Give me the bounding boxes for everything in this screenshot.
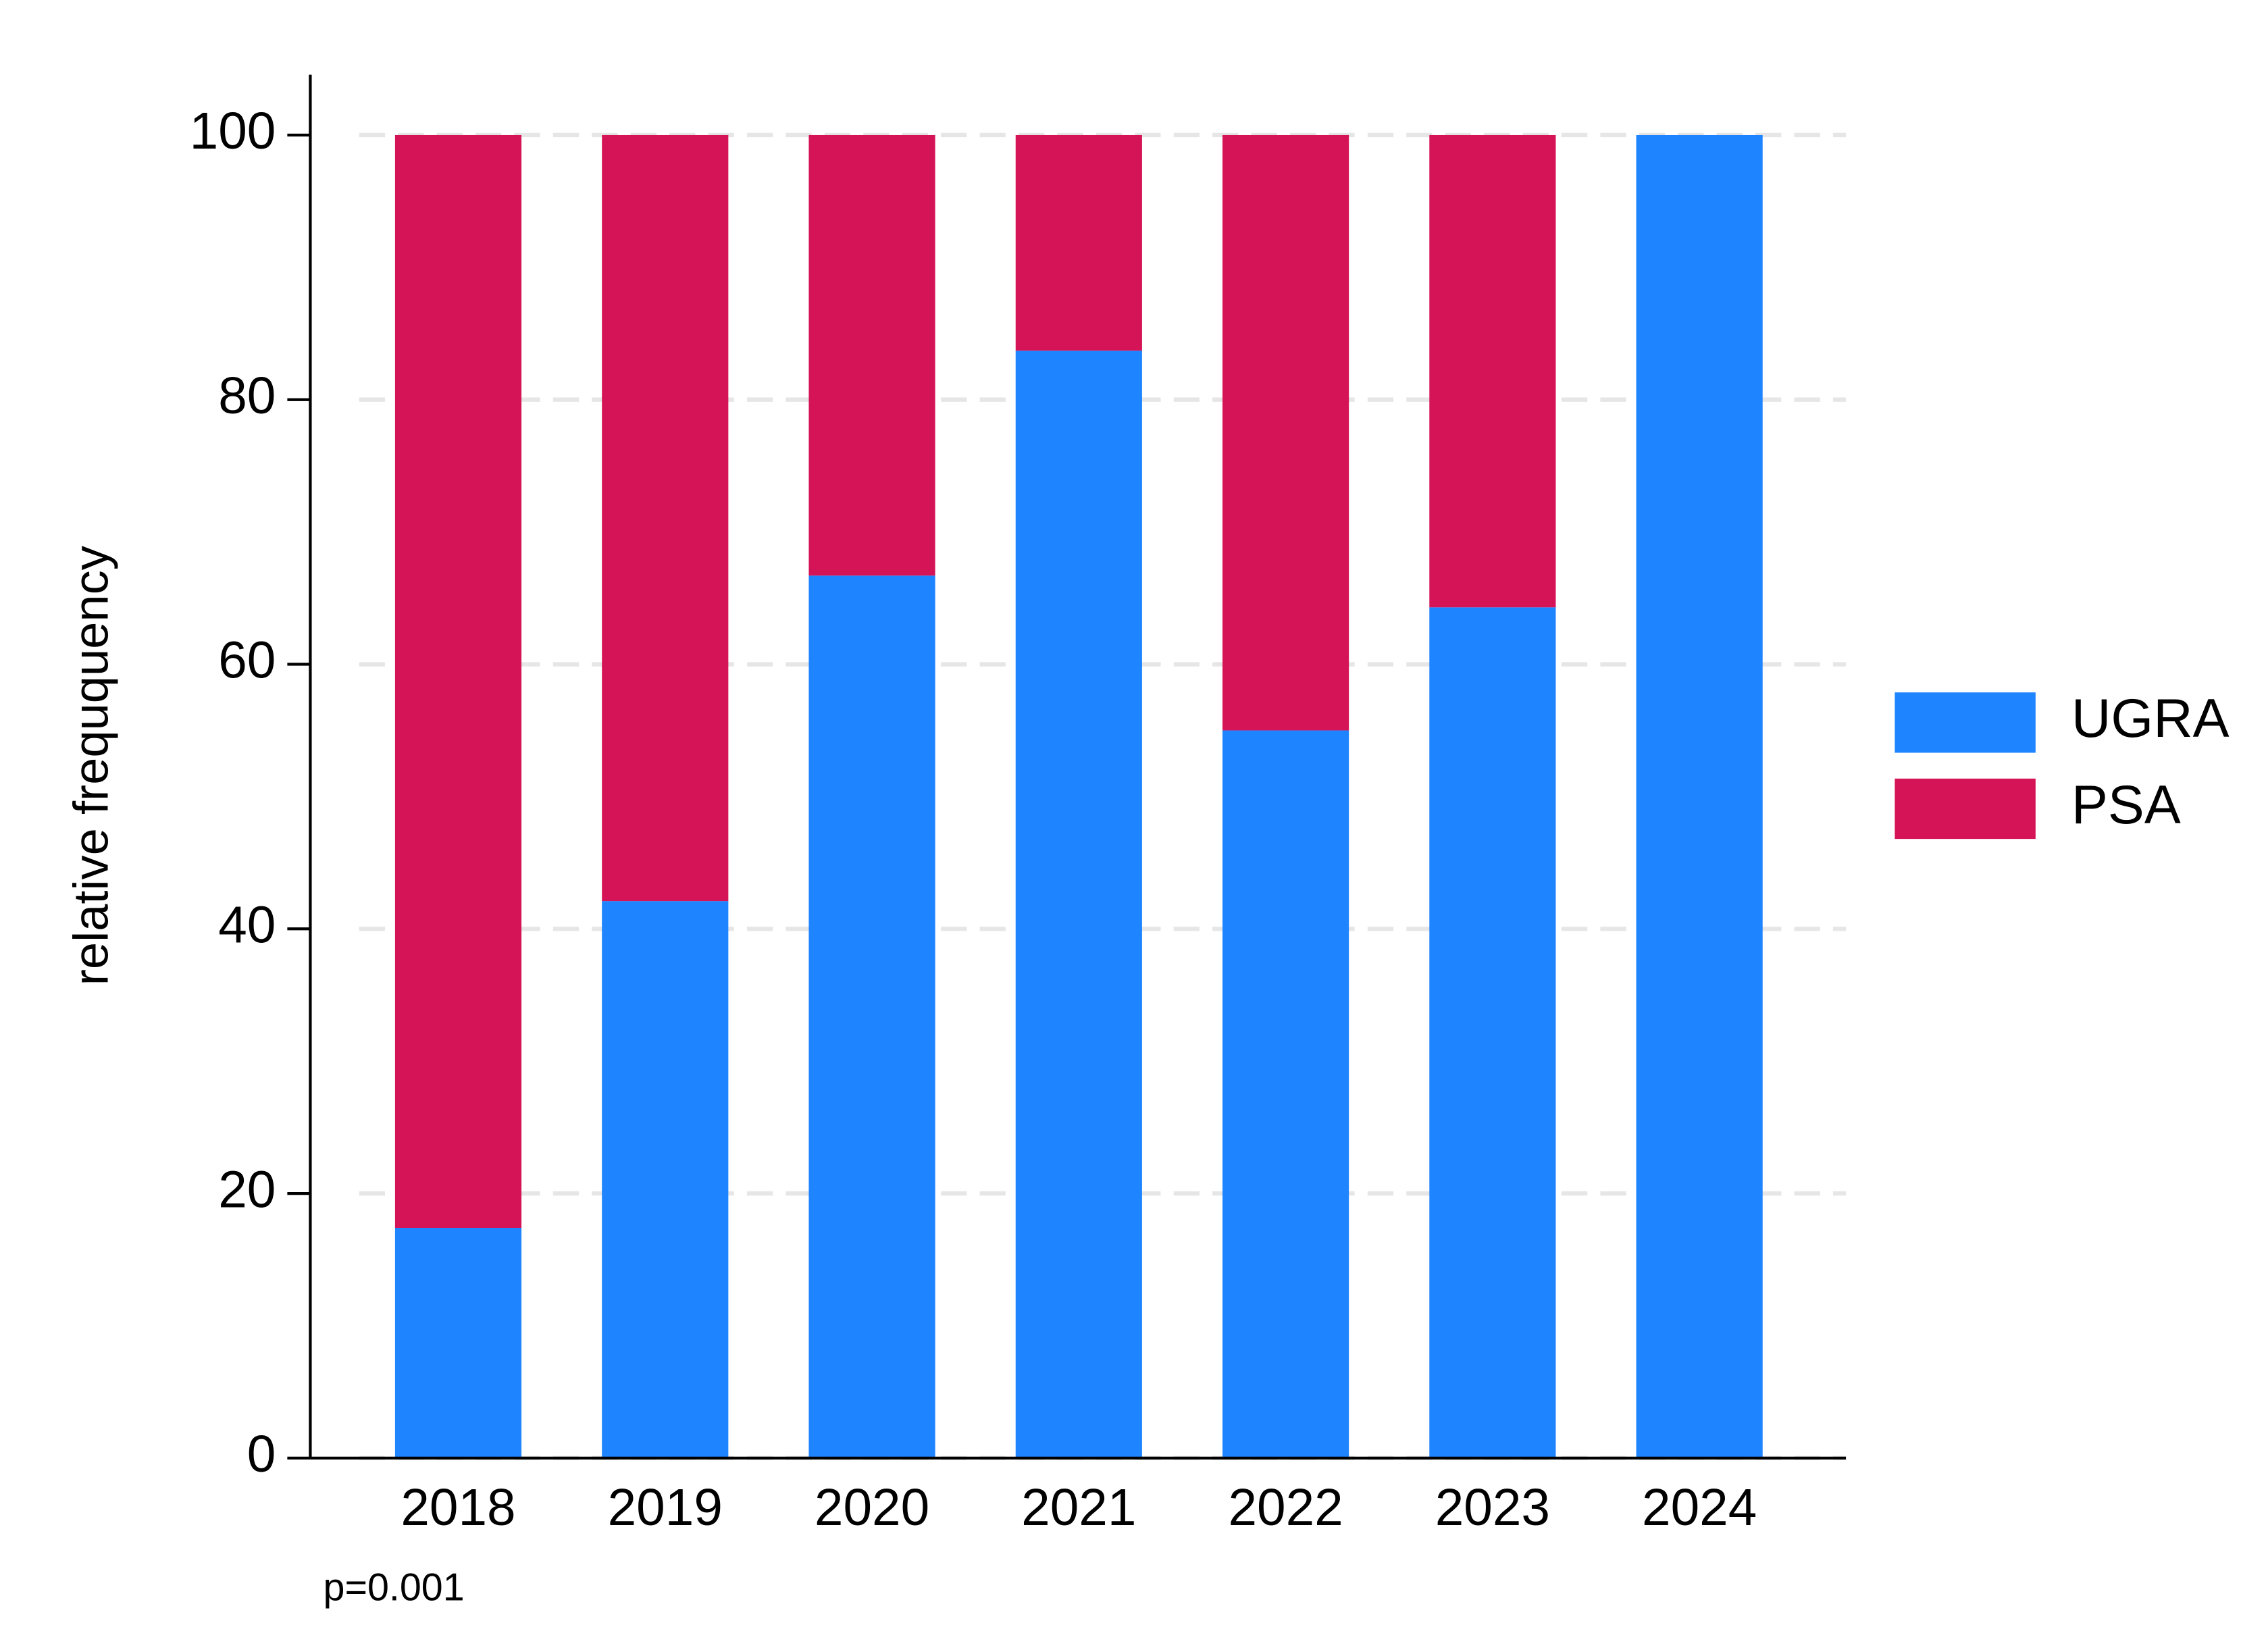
bar-segment bbox=[808, 134, 935, 576]
y-tick-label: 100 bbox=[190, 103, 276, 160]
y-tick-label: 80 bbox=[218, 367, 276, 425]
y-tick-label: 0 bbox=[247, 1426, 276, 1483]
x-tick-label: 2021 bbox=[1021, 1479, 1136, 1537]
legend-label: PSA bbox=[2071, 775, 2181, 835]
bar-segment bbox=[602, 134, 729, 902]
x-tick-label: 2019 bbox=[608, 1479, 723, 1537]
y-axis-label: relative freququency bbox=[64, 546, 118, 985]
bar-segment bbox=[1429, 134, 1556, 608]
legend-swatch bbox=[1895, 778, 2036, 840]
bar-segment bbox=[1222, 134, 1349, 731]
bar-segment bbox=[808, 575, 935, 1458]
y-tick-label: 40 bbox=[218, 897, 276, 954]
bar-segment bbox=[1222, 730, 1349, 1458]
y-tick-label: 20 bbox=[218, 1161, 276, 1218]
x-tick-label: 2020 bbox=[815, 1479, 929, 1537]
y-tick-label: 60 bbox=[218, 632, 276, 690]
bar-segment bbox=[394, 1227, 522, 1458]
bar-segment bbox=[1429, 607, 1556, 1458]
legend-swatch bbox=[1895, 692, 2036, 753]
x-tick-label: 2023 bbox=[1435, 1479, 1550, 1537]
bar-segment bbox=[1015, 351, 1142, 1458]
legend-label: UGRA bbox=[2071, 688, 2230, 749]
bar-segment bbox=[394, 134, 522, 1228]
x-tick-label: 2018 bbox=[401, 1479, 515, 1537]
bar-segment bbox=[1015, 134, 1142, 351]
bar-segment bbox=[602, 901, 729, 1458]
x-tick-label: 2022 bbox=[1228, 1479, 1343, 1537]
annotation: p=0.001 bbox=[324, 1566, 465, 1609]
x-tick-label: 2024 bbox=[1642, 1479, 1757, 1537]
bar-segment bbox=[1636, 134, 1763, 1458]
